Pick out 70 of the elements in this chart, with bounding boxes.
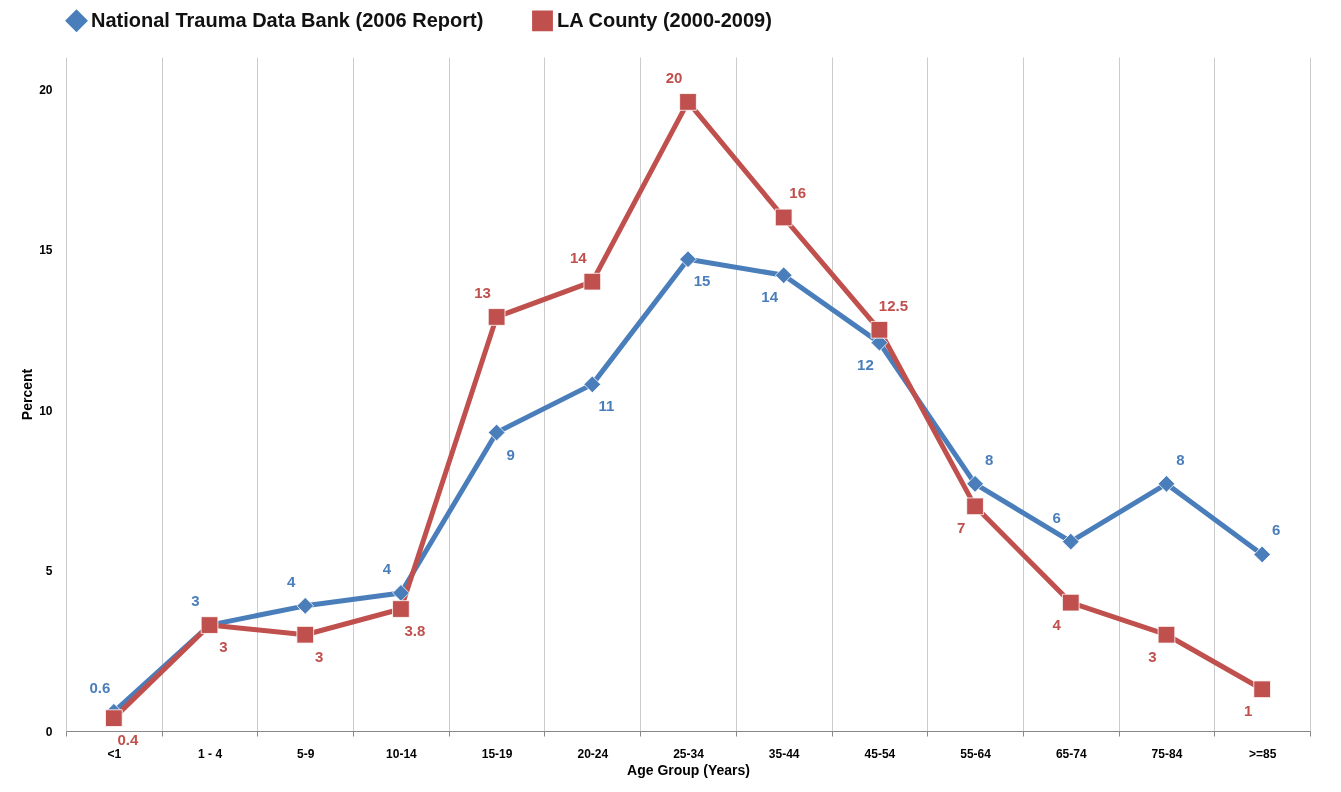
x-tick-label: 55-64	[960, 746, 992, 761]
x-tick-label: 5-9	[297, 746, 315, 761]
data-label: 20	[665, 68, 683, 86]
point	[392, 600, 410, 618]
data-label: 12.5	[878, 296, 908, 314]
point	[583, 272, 602, 291]
y-tick-label: 5	[45, 564, 53, 579]
point	[487, 423, 506, 442]
data-label: 4	[287, 572, 297, 590]
x-tick-label: >=85	[1248, 746, 1277, 761]
point	[1253, 545, 1271, 564]
y-axis-title: Percent	[19, 368, 36, 421]
data-label: 12	[857, 355, 874, 373]
point	[487, 308, 506, 326]
data-label: 14	[569, 248, 588, 266]
data-label: 6	[1271, 521, 1281, 539]
point	[679, 250, 697, 268]
point	[583, 375, 602, 394]
x-tick-label: 10-14	[386, 746, 418, 761]
data-label: 16	[789, 184, 807, 202]
data-label: 11	[598, 397, 615, 415]
data-label: 0.4	[117, 731, 139, 749]
point	[966, 475, 984, 493]
data-label: 3	[191, 592, 200, 610]
data-label: 3	[1148, 647, 1157, 665]
point	[774, 266, 793, 285]
y-tick-label: 15	[39, 243, 53, 258]
x-tick-label: 25-34	[673, 746, 705, 761]
y-tick-label: 0	[45, 724, 53, 739]
data-label: 6	[1052, 508, 1061, 526]
data-label: 14	[761, 288, 779, 306]
point	[1157, 625, 1176, 644]
data-label: 9	[506, 445, 515, 463]
x-tick-label: 65-74	[1055, 746, 1087, 761]
point	[296, 625, 314, 644]
point	[1062, 593, 1080, 612]
point	[1157, 475, 1176, 493]
data-label: 0.6	[89, 678, 111, 696]
x-tick-label: 1 - 4	[198, 746, 223, 761]
data-label: 4	[382, 559, 392, 577]
point	[392, 584, 410, 602]
point	[105, 709, 123, 727]
data-label: 3	[219, 638, 228, 656]
point	[774, 208, 793, 227]
x-tick-label: 75-84	[1151, 746, 1183, 761]
data-label: 8	[1176, 450, 1185, 468]
data-label: 4	[1052, 615, 1062, 633]
data-label: 1	[1243, 702, 1253, 720]
x-tick-label: <1	[107, 746, 122, 761]
data-label: 7	[956, 519, 966, 537]
x-tick-label: 20-24	[577, 746, 609, 761]
point	[870, 321, 889, 339]
legend-label: LA County (2000-2009)	[557, 8, 772, 31]
point	[296, 597, 314, 615]
y-tick-label: 10	[39, 403, 53, 418]
data-label: 13	[474, 283, 491, 301]
x-tick-label: 15-19	[481, 746, 513, 761]
point	[966, 497, 984, 516]
y-tick-label: 20	[39, 82, 53, 97]
data-label: 3.8	[404, 622, 426, 640]
x-tick-label: 35-44	[768, 746, 800, 761]
data-label: 3	[315, 647, 324, 665]
point	[1062, 532, 1080, 551]
x-axis-title: Age Group (Years)	[627, 761, 750, 778]
data-label: 15	[693, 272, 711, 290]
point	[679, 93, 697, 111]
legend-label: National Trauma Data Bank (2006 Report)	[91, 8, 484, 31]
point	[1253, 680, 1271, 699]
x-tick-label: 45-54	[864, 746, 896, 761]
data-label: 8	[984, 450, 994, 468]
